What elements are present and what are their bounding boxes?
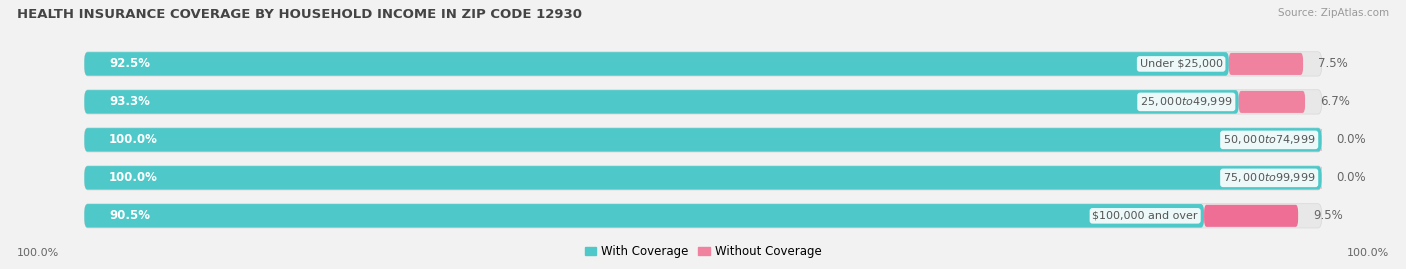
- FancyBboxPatch shape: [84, 204, 1204, 228]
- FancyBboxPatch shape: [84, 52, 1322, 76]
- Text: 92.5%: 92.5%: [110, 57, 150, 70]
- FancyBboxPatch shape: [84, 128, 1322, 152]
- FancyBboxPatch shape: [84, 166, 1322, 190]
- FancyBboxPatch shape: [1319, 167, 1324, 189]
- FancyBboxPatch shape: [1229, 53, 1303, 75]
- Text: 9.5%: 9.5%: [1313, 209, 1343, 222]
- Text: 93.3%: 93.3%: [110, 95, 150, 108]
- FancyBboxPatch shape: [84, 128, 1322, 152]
- Text: HEALTH INSURANCE COVERAGE BY HOUSEHOLD INCOME IN ZIP CODE 12930: HEALTH INSURANCE COVERAGE BY HOUSEHOLD I…: [17, 8, 582, 21]
- Text: $75,000 to $99,999: $75,000 to $99,999: [1223, 171, 1316, 184]
- FancyBboxPatch shape: [84, 166, 1322, 190]
- Text: 100.0%: 100.0%: [110, 133, 157, 146]
- FancyBboxPatch shape: [1319, 129, 1324, 151]
- Legend: With Coverage, Without Coverage: With Coverage, Without Coverage: [579, 241, 827, 263]
- Text: $100,000 and over: $100,000 and over: [1092, 211, 1198, 221]
- FancyBboxPatch shape: [84, 52, 1229, 76]
- Text: $25,000 to $49,999: $25,000 to $49,999: [1140, 95, 1233, 108]
- FancyBboxPatch shape: [84, 90, 1322, 114]
- Text: $50,000 to $74,999: $50,000 to $74,999: [1223, 133, 1316, 146]
- Text: 6.7%: 6.7%: [1320, 95, 1350, 108]
- Text: 100.0%: 100.0%: [17, 248, 59, 258]
- Text: 7.5%: 7.5%: [1317, 57, 1348, 70]
- FancyBboxPatch shape: [84, 90, 1239, 114]
- FancyBboxPatch shape: [1204, 205, 1298, 227]
- Text: 0.0%: 0.0%: [1337, 171, 1367, 184]
- Text: 100.0%: 100.0%: [1347, 248, 1389, 258]
- Text: Under $25,000: Under $25,000: [1140, 59, 1223, 69]
- Text: 100.0%: 100.0%: [110, 171, 157, 184]
- FancyBboxPatch shape: [84, 204, 1322, 228]
- FancyBboxPatch shape: [1239, 91, 1305, 113]
- Text: Source: ZipAtlas.com: Source: ZipAtlas.com: [1278, 8, 1389, 18]
- Text: 90.5%: 90.5%: [110, 209, 150, 222]
- Text: 0.0%: 0.0%: [1337, 133, 1367, 146]
